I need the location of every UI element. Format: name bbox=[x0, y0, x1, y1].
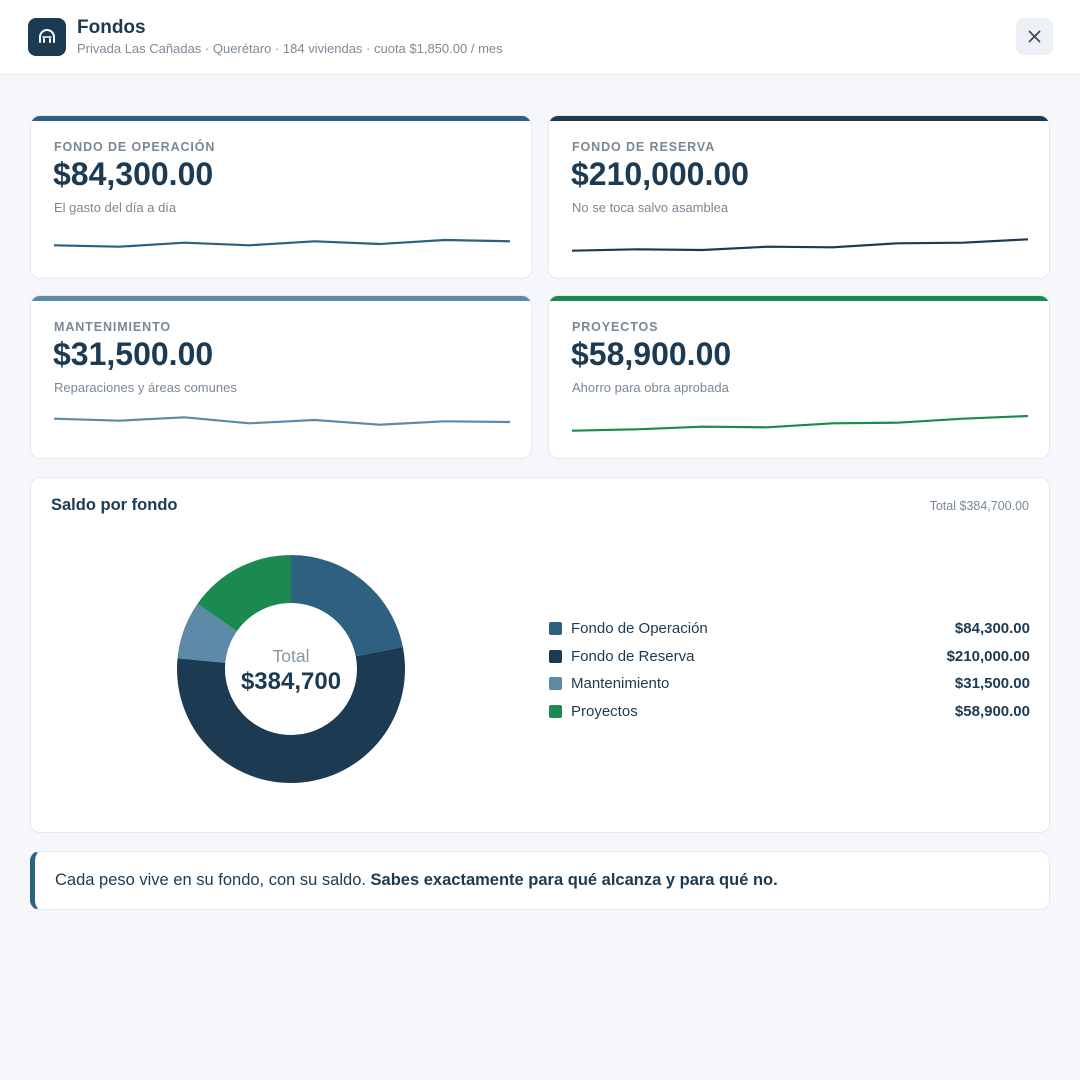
fund-description: Reparaciones y áreas comunes bbox=[54, 380, 237, 395]
legend-swatch bbox=[549, 677, 562, 690]
legend-item[interactable]: Fondo de Operación $84,300.00 bbox=[549, 619, 1030, 639]
fund-sparkline bbox=[571, 238, 1029, 252]
note-text: Cada peso vive en su fondo, con su saldo… bbox=[55, 871, 778, 890]
donut-slice-proyectos[interactable] bbox=[197, 555, 291, 632]
fund-amount: $58,900.00 bbox=[571, 336, 732, 372]
sparkline-path bbox=[571, 238, 1029, 252]
fund-sparkline bbox=[53, 416, 511, 426]
legend-value: $210,000.00 bbox=[946, 648, 1030, 665]
fund-card-reserva[interactable]: FONDO DE RESERVA $210,000.00 No se toca … bbox=[548, 115, 1050, 279]
fund-amount: $84,300.00 bbox=[53, 156, 214, 192]
donut-chart bbox=[177, 555, 405, 783]
page-subtitle: Privada Las Cañadas · Querétaro · 184 vi… bbox=[77, 41, 503, 56]
fund-description: No se toca salvo asamblea bbox=[572, 200, 729, 215]
panel-title: Saldo por fondo bbox=[51, 496, 178, 514]
fund-card-operacion[interactable]: FONDO DE OPERACIÓN $84,300.00 El gasto d… bbox=[30, 115, 532, 279]
legend-item[interactable]: Mantenimiento $31,500.00 bbox=[549, 674, 1030, 694]
fund-description: Ahorro para obra aprobada bbox=[572, 380, 729, 395]
fund-color-bar bbox=[31, 116, 531, 121]
fund-label: MANTENIMIENTO bbox=[54, 320, 172, 334]
dome-icon bbox=[28, 18, 66, 56]
fund-card-proyectos[interactable]: PROYECTOS $58,900.00 Ahorro para obra ap… bbox=[548, 295, 1050, 459]
sparkline-path bbox=[53, 238, 511, 248]
fund-label: FONDO DE OPERACIÓN bbox=[54, 140, 216, 154]
panel-total: Total $384,700.00 bbox=[929, 499, 1029, 513]
fund-card-mantenimiento[interactable]: MANTENIMIENTO $31,500.00 Reparaciones y … bbox=[30, 295, 532, 459]
fund-sparkline bbox=[571, 414, 1029, 432]
fund-breakdown-panel: Saldo por fondo Total $384,700.00 Total … bbox=[30, 477, 1050, 833]
header: Fondos Privada Las Cañadas · Querétaro ·… bbox=[0, 0, 1080, 75]
fund-label: PROYECTOS bbox=[572, 320, 659, 334]
legend-name: Fondo de Operación bbox=[571, 620, 708, 637]
sparkline-path bbox=[571, 414, 1029, 432]
fund-description: El gasto del día a día bbox=[54, 200, 177, 215]
fund-color-bar bbox=[549, 116, 1049, 121]
legend-swatch bbox=[549, 650, 562, 663]
fund-sparkline bbox=[53, 238, 511, 248]
info-note: Cada peso vive en su fondo, con su saldo… bbox=[30, 851, 1050, 910]
legend-value: $31,500.00 bbox=[954, 675, 1030, 692]
fund-color-bar bbox=[31, 296, 531, 301]
legend-name: Mantenimiento bbox=[571, 675, 670, 692]
fund-label: FONDO DE RESERVA bbox=[572, 140, 716, 154]
legend-item[interactable]: Fondo de Reserva $210,000.00 bbox=[549, 647, 1030, 667]
close-button[interactable] bbox=[1016, 18, 1053, 55]
legend-swatch bbox=[549, 622, 562, 635]
close-icon bbox=[1028, 30, 1041, 43]
sparkline-path bbox=[53, 416, 511, 426]
legend-value: $58,900.00 bbox=[954, 703, 1030, 720]
donut-slice-mantenimiento[interactable] bbox=[177, 603, 237, 663]
note-emphasis-text: Sabes exactamente para qué alcanza y par… bbox=[370, 871, 778, 889]
donut-center-value: $384,700 bbox=[240, 668, 342, 695]
fund-amount: $31,500.00 bbox=[53, 336, 214, 372]
fund-amount: $210,000.00 bbox=[571, 156, 749, 192]
donut-center-label: Total bbox=[272, 646, 310, 666]
legend-name: Proyectos bbox=[571, 703, 638, 720]
donut-slice-reserva[interactable] bbox=[177, 647, 405, 783]
legend-value: $84,300.00 bbox=[954, 620, 1030, 637]
legend-name: Fondo de Reserva bbox=[571, 648, 695, 665]
note-plain-text: Cada peso vive en su fondo, con su saldo… bbox=[55, 871, 371, 889]
donut-slice-operacion[interactable] bbox=[291, 555, 403, 657]
legend-item[interactable]: Proyectos $58,900.00 bbox=[549, 702, 1030, 722]
fund-color-bar bbox=[549, 296, 1049, 301]
page-title: Fondos bbox=[77, 17, 146, 38]
legend-swatch bbox=[549, 705, 562, 718]
